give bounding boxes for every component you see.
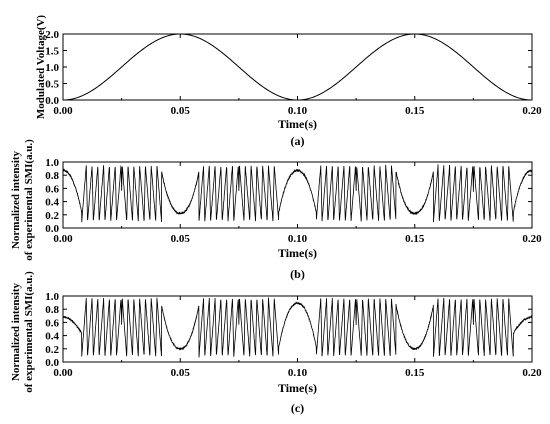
panel-c-caption: (c) [291,401,304,415]
y-tick-label: 1.0 [45,157,59,169]
panel-b-y-label-line-1: Normalized intensity [10,150,22,249]
x-tick-label: 0.05 [171,105,191,117]
y-tick-label: 0.2 [45,344,59,356]
x-tick-label: 0.00 [53,233,73,245]
x-tick-label: 0.05 [171,233,191,245]
x-tick-label: 0.10 [288,105,308,117]
panel-b-caption: (b) [290,267,305,281]
x-tick-label: 0.10 [288,233,308,245]
x-tick-label: 0.15 [405,233,425,245]
x-tick-label: 0.20 [522,367,542,379]
panel-c-y-label-line-2: of experimental SMI(a.u.) [23,271,35,393]
panel-a-y-label-line-1: Modulated Voltage(V) [35,15,47,120]
panel-c-y-label-line-1: Normalized intensity [10,282,22,381]
y-tick-label: 0.6 [45,183,59,195]
panel-a-x-ticks: 0.00 0.05 0.10 0.15 0.20 [53,34,542,117]
panel-c-smi-signal [62,297,533,358]
x-tick-label: 0.00 [53,105,73,117]
panel-b-x-axis-label: Time(s) [278,246,317,260]
panel-c-marks [62,297,533,358]
y-tick-label: 0.0 [45,357,59,369]
panel-b-y-ticks: 0.00.20.4 0.60.81.0 [45,157,532,235]
panel-b-marks [62,164,533,223]
y-tick-label: 0.2 [45,210,59,222]
panel-c-y-ticks: 0.00.20.4 0.60.81.0 [45,291,532,369]
panel-b-x-ticks: 0.00 0.05 0.10 0.15 0.20 [53,162,542,245]
y-tick-label: 2.0 [45,29,59,41]
y-tick-label: 0.8 [45,170,59,182]
panel-a: Modulated Voltage(V) 0.00 0.05 0.10 0.15 0.2… [35,15,542,148]
panel-a-series-line [62,33,533,101]
panel-b-smi-signal [62,164,533,223]
panel-b-y-axis-label: Normalized intensity of experimental SMI… [10,139,35,261]
panel-b: Normalized intensity of experimental SMI… [10,139,542,281]
panel-a-caption: (a) [291,134,305,148]
y-tick-label: 0.5 [45,79,59,91]
y-tick-label: 1.0 [45,62,59,74]
y-tick-label: 0.0 [45,223,59,235]
y-tick-label: 1.0 [45,291,59,303]
x-tick-label: 0.15 [405,105,425,117]
panel-a-y-ticks: 0.0 0.5 1.0 1.5 2.0 [45,29,532,107]
panel-c-x-axis-label: Time(s) [278,381,317,395]
panel-c-y-axis-label: Normalized intensity of experimental SMI… [10,271,35,393]
panel-a-plot-frame [62,33,533,101]
y-tick-label: 0.0 [45,95,59,107]
x-tick-label: 0.00 [53,367,73,379]
x-tick-label: 0.10 [288,367,308,379]
x-tick-label: 0.20 [522,105,542,117]
panel-a-x-axis-label: Time(s) [278,117,317,131]
y-tick-label: 0.4 [45,197,59,209]
y-tick-label: 0.8 [45,304,59,316]
x-tick-label: 0.15 [405,367,425,379]
y-tick-label: 0.6 [45,317,59,329]
panel-c: Normalized intensity of experimental SMI… [10,271,542,415]
panel-a-marks [62,33,533,101]
y-tick-label: 0.4 [45,331,59,343]
panel-b-y-label-line-2: of experimental SMI(a.u.) [23,139,35,261]
y-tick-label: 1.5 [45,46,59,58]
panel-a-y-axis-label: Modulated Voltage(V) [35,15,47,120]
x-tick-label: 0.20 [522,233,542,245]
x-tick-label: 0.05 [171,367,191,379]
panel-c-x-ticks: 0.00 0.05 0.10 0.15 0.20 [53,296,542,379]
